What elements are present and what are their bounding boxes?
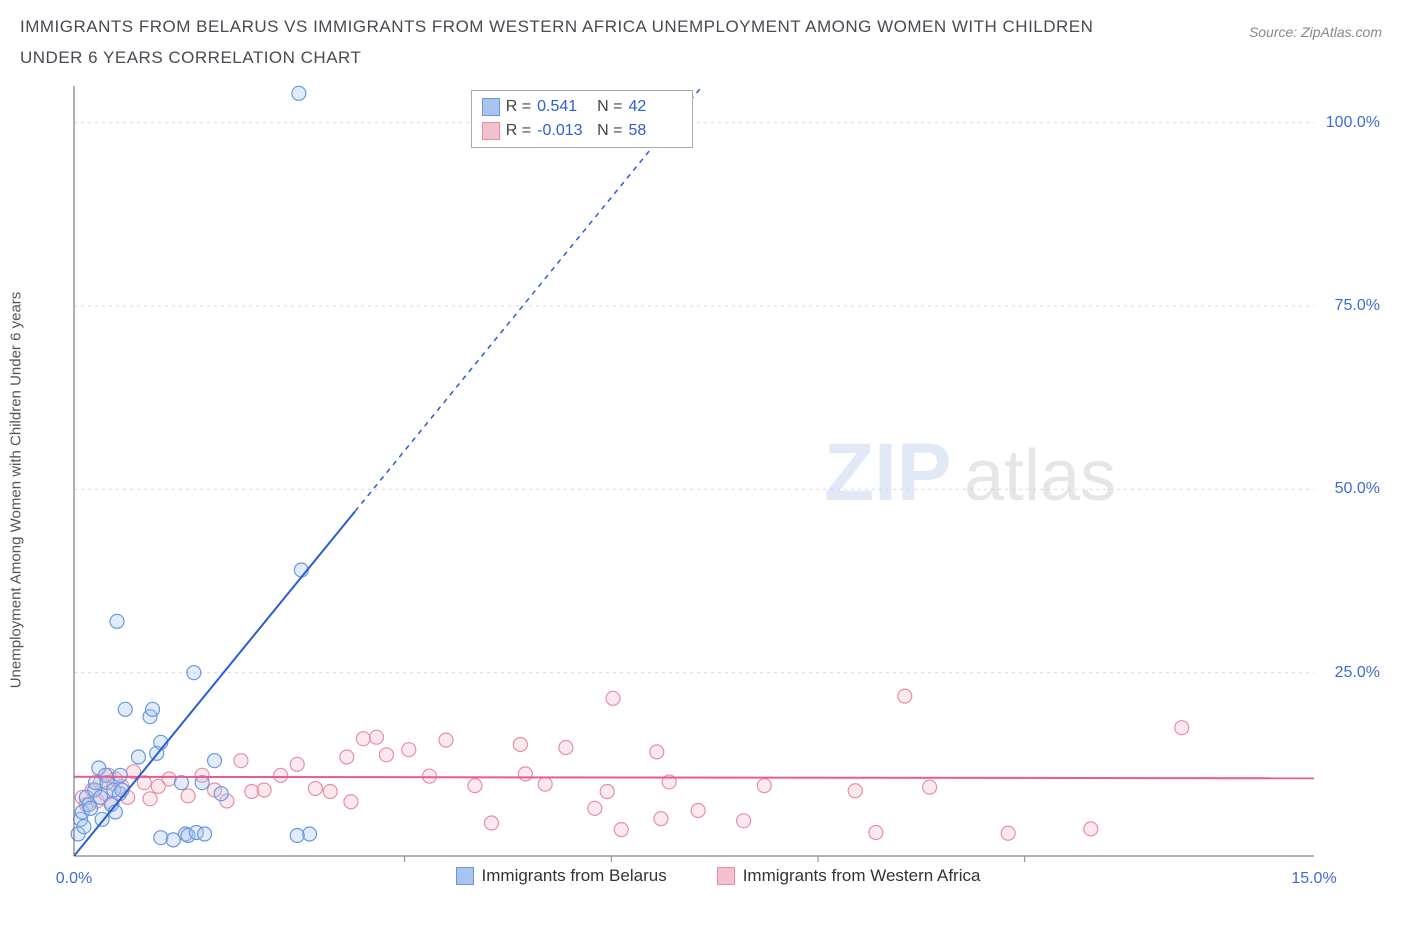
r-label: R = [506, 95, 531, 119]
stats-row-belarus: R = 0.541 N = 42 [482, 95, 683, 119]
x-legend: Immigrants from Belarus Immigrants from … [48, 866, 1388, 886]
legend-swatch-wafrica [717, 867, 735, 885]
source-credit: Source: ZipAtlas.com [1249, 24, 1382, 40]
gridlines [74, 123, 1314, 673]
x-minor-ticks [405, 856, 1025, 862]
legend-item-belarus: Immigrants from Belarus [456, 866, 667, 886]
chart-title: IMMIGRANTS FROM BELARUS VS IMMIGRANTS FR… [20, 12, 1120, 73]
watermark-zip: ZIP [824, 427, 952, 518]
n-label: N = [597, 119, 622, 143]
trend-lines [74, 86, 1314, 856]
legend-item-wafrica: Immigrants from Western Africa [717, 866, 981, 886]
r-value-belarus: 0.541 [537, 95, 591, 119]
legend-swatch-belarus [456, 867, 474, 885]
swatch-belarus [482, 98, 500, 116]
r-value-wafrica: -0.013 [537, 119, 591, 143]
series-western-africa [75, 689, 1188, 840]
legend-label-belarus: Immigrants from Belarus [482, 866, 667, 886]
header-bar: IMMIGRANTS FROM BELARUS VS IMMIGRANTS FR… [0, 0, 1406, 81]
swatch-wafrica [482, 122, 500, 140]
watermark-atlas: atlas [964, 436, 1116, 516]
r-label: R = [506, 119, 531, 143]
chart-container: Unemployment Among Women with Children U… [48, 80, 1388, 900]
axes [74, 86, 1314, 856]
y-axis-label: Unemployment Among Women with Children U… [8, 292, 25, 689]
n-value-wafrica: 58 [628, 119, 682, 143]
series-belarus [71, 86, 316, 847]
legend-label-wafrica: Immigrants from Western Africa [743, 866, 981, 886]
n-value-belarus: 42 [628, 95, 682, 119]
scatter-plot: ZIP atlas [64, 80, 1384, 900]
correlation-stats-box: R = 0.541 N = 42 R = -0.013 N = 58 [471, 90, 694, 148]
stats-row-wafrica: R = -0.013 N = 58 [482, 119, 683, 143]
n-label: N = [597, 95, 622, 119]
